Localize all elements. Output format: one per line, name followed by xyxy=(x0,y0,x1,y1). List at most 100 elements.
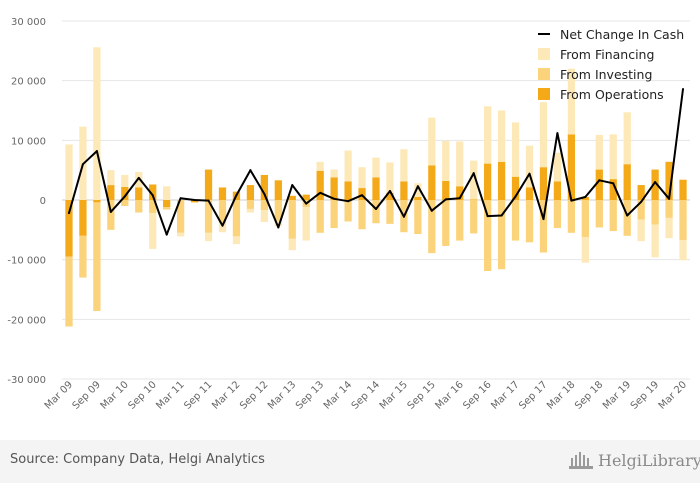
bar-investing[interactable] xyxy=(386,200,394,224)
bar-investing[interactable] xyxy=(414,200,422,235)
bar-investing[interactable] xyxy=(623,200,631,236)
bar-operations[interactable] xyxy=(79,200,87,236)
bar-financing[interactable] xyxy=(651,224,659,258)
bar-financing[interactable] xyxy=(539,102,548,168)
legend-item-net-change[interactable]: Net Change In Cash xyxy=(538,24,698,44)
bar-financing[interactable] xyxy=(414,183,422,198)
bar-investing[interactable] xyxy=(246,200,255,209)
bar-investing[interactable] xyxy=(665,200,673,218)
bar-investing[interactable] xyxy=(344,200,352,222)
bar-operations[interactable] xyxy=(65,200,73,257)
bar-investing[interactable] xyxy=(260,200,268,211)
bar-operations[interactable] xyxy=(637,185,645,200)
bar-operations[interactable] xyxy=(428,165,436,200)
bar-financing[interactable] xyxy=(344,150,352,182)
bar-financing[interactable] xyxy=(456,141,464,187)
bar-investing[interactable] xyxy=(567,200,576,233)
bar-financing[interactable] xyxy=(567,68,576,135)
bar-financing[interactable] xyxy=(288,238,296,251)
bar-financing[interactable] xyxy=(372,157,380,178)
bar-operations[interactable] xyxy=(218,187,227,200)
bar-investing[interactable] xyxy=(149,200,157,214)
bar-operations[interactable] xyxy=(149,184,157,200)
bar-investing[interactable] xyxy=(651,200,659,225)
bar-investing[interactable] xyxy=(65,256,73,327)
legend-item-operations[interactable]: From Operations xyxy=(538,84,698,104)
bar-operations[interactable] xyxy=(135,187,143,200)
bar-investing[interactable] xyxy=(176,200,185,233)
bar-financing[interactable] xyxy=(386,162,394,193)
bar-financing[interactable] xyxy=(302,207,310,241)
bar-operations[interactable] xyxy=(372,177,380,200)
bar-operations[interactable] xyxy=(260,174,268,200)
bar-investing[interactable] xyxy=(581,200,589,237)
bar-operations[interactable] xyxy=(456,186,464,200)
bar-investing[interactable] xyxy=(232,200,241,237)
bar-financing[interactable] xyxy=(595,134,603,170)
bar-operations[interactable] xyxy=(567,134,576,200)
bar-financing[interactable] xyxy=(260,210,268,223)
bar-operations[interactable] xyxy=(414,197,422,200)
bar-operations[interactable] xyxy=(190,200,199,203)
bar-operations[interactable] xyxy=(679,179,687,200)
bar-financing[interactable] xyxy=(149,213,157,249)
bar-investing[interactable] xyxy=(218,200,227,224)
bar-operations[interactable] xyxy=(274,180,282,200)
bar-investing[interactable] xyxy=(484,200,492,272)
bar-investing[interactable] xyxy=(428,200,436,254)
legend-item-investing[interactable]: From Investing xyxy=(538,64,698,84)
bar-operations[interactable] xyxy=(93,200,101,203)
bar-investing[interactable] xyxy=(497,200,506,270)
bar-financing[interactable] xyxy=(400,149,408,182)
bar-financing[interactable] xyxy=(246,208,255,213)
bar-financing[interactable] xyxy=(135,171,143,188)
bar-operations[interactable] xyxy=(581,197,589,200)
bar-financing[interactable] xyxy=(623,112,631,165)
bar-investing[interactable] xyxy=(274,200,282,221)
legend-item-financing[interactable]: From Financing xyxy=(538,44,698,64)
bar-financing[interactable] xyxy=(93,47,101,201)
bar-operations[interactable] xyxy=(470,199,478,200)
bar-operations[interactable] xyxy=(595,169,603,200)
bar-investing[interactable] xyxy=(288,200,296,239)
bar-operations[interactable] xyxy=(302,194,310,200)
bar-operations[interactable] xyxy=(497,161,506,200)
bar-operations[interactable] xyxy=(344,181,352,200)
bar-financing[interactable] xyxy=(218,223,227,233)
bar-financing[interactable] xyxy=(497,110,506,162)
bar-financing[interactable] xyxy=(358,167,366,189)
bar-financing[interactable] xyxy=(609,134,617,180)
bar-investing[interactable] xyxy=(470,200,478,234)
bar-operations[interactable] xyxy=(623,164,631,200)
bar-investing[interactable] xyxy=(553,200,562,229)
bar-investing[interactable] xyxy=(539,200,548,253)
bar-investing[interactable] xyxy=(204,200,213,233)
bar-operations[interactable] xyxy=(400,181,408,200)
bar-financing[interactable] xyxy=(581,236,589,263)
bar-financing[interactable] xyxy=(428,117,436,166)
bar-financing[interactable] xyxy=(163,186,171,200)
bar-financing[interactable] xyxy=(204,232,213,242)
bar-operations[interactable] xyxy=(665,161,673,200)
bar-operations[interactable] xyxy=(204,169,213,200)
bar-investing[interactable] xyxy=(163,207,171,210)
bar-investing[interactable] xyxy=(316,200,324,233)
bar-operations[interactable] xyxy=(511,176,520,200)
bar-investing[interactable] xyxy=(609,200,617,232)
bar-investing[interactable] xyxy=(442,200,450,246)
bar-operations[interactable] xyxy=(121,186,129,200)
bar-investing[interactable] xyxy=(456,200,464,241)
bar-operations[interactable] xyxy=(163,200,171,208)
bar-investing[interactable] xyxy=(358,200,366,230)
bar-financing[interactable] xyxy=(107,170,115,186)
bar-financing[interactable] xyxy=(274,220,282,227)
bar-operations[interactable] xyxy=(107,185,115,200)
bar-investing[interactable] xyxy=(330,200,338,229)
bar-investing[interactable] xyxy=(79,235,87,278)
bar-operations[interactable] xyxy=(358,188,366,200)
bar-financing[interactable] xyxy=(470,160,478,200)
bar-financing[interactable] xyxy=(665,217,673,239)
bar-operations[interactable] xyxy=(553,181,562,200)
bar-operations[interactable] xyxy=(246,185,255,200)
bar-financing[interactable] xyxy=(121,174,129,187)
